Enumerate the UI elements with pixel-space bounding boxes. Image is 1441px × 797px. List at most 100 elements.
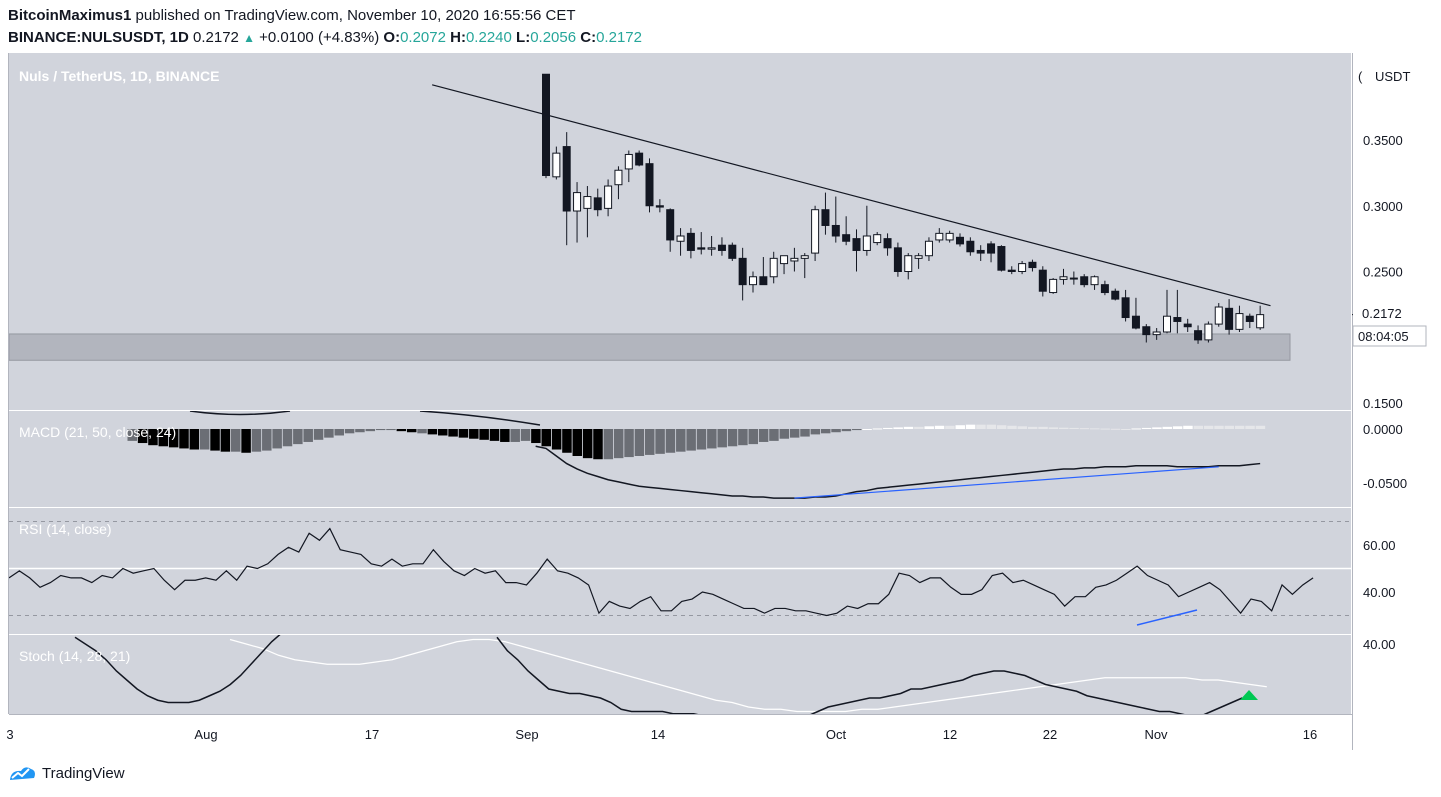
time-tick-label: Aug <box>194 727 217 742</box>
candle <box>655 199 664 213</box>
stoch-pane-bg <box>9 635 1351 714</box>
candle-body <box>655 205 664 208</box>
candle <box>1152 328 1161 340</box>
macd-hist-bar <box>438 429 448 436</box>
macd-hist-bar <box>251 429 262 452</box>
tradingview-logo-icon <box>10 767 35 780</box>
macd-hist-bar <box>334 429 344 436</box>
rsi-line <box>9 527 1314 617</box>
macd-hist-bar <box>603 429 614 460</box>
macd-hist-bar <box>396 429 407 432</box>
publish-line: BitcoinMaximus1 published on TradingView… <box>8 7 576 24</box>
open-value: 0.2072 <box>400 29 446 46</box>
open-label: O: <box>383 29 401 46</box>
macd-hist-bar <box>841 429 852 432</box>
candle-body <box>1028 261 1037 269</box>
candle <box>1090 275 1099 290</box>
macd-pane-title: MACD (21, 50, close, 24) <box>19 424 176 440</box>
main-pane-title: Nuls / TetherUS, 1D, BINANCE <box>19 68 219 84</box>
close-label: C: <box>580 29 597 46</box>
candle-body <box>759 276 768 286</box>
macd-hist-bar <box>903 426 914 429</box>
macd-hist-bar <box>551 429 562 450</box>
macd-hist-bar <box>210 429 220 451</box>
high-label: H: <box>450 29 466 46</box>
candle-body <box>573 192 582 212</box>
macd-hist-bar <box>282 429 293 447</box>
candle-body <box>935 232 944 241</box>
candle-body <box>542 73 550 177</box>
last-price-badge <box>1353 304 1419 322</box>
candle-body <box>914 255 923 259</box>
macd-hist-bar <box>1141 427 1152 429</box>
rsi-tick-label: 60.00 <box>1363 538 1396 553</box>
macd-hist-bar <box>1069 427 1079 429</box>
candle-body <box>780 255 789 265</box>
candle <box>562 132 571 246</box>
candle <box>1049 278 1058 294</box>
macd-hist-bar <box>800 429 810 437</box>
candle-body <box>1235 313 1244 330</box>
candle-body <box>1131 315 1140 329</box>
macd-hist-bar <box>448 429 458 437</box>
candle-body <box>1256 314 1265 329</box>
macd-hist-bar <box>945 425 955 429</box>
candle-body <box>1018 263 1027 273</box>
candle <box>1194 325 1203 344</box>
macd-hist-bar <box>810 429 821 435</box>
tradingview-chart[interactable]: Nuls / TetherUS, 1D, BINANCE USDT (0.3500 0… <box>0 53 1441 750</box>
footer-brand: TradingView <box>8 764 125 782</box>
macd-hist-bar <box>1059 427 1069 429</box>
ohlc-line: BINANCE:NULSUSDT, 1D 0.2172 ▲ +0.0100 (+… <box>8 29 642 46</box>
stoch-k-line <box>496 636 1243 714</box>
candle-body <box>728 244 737 259</box>
candle <box>1163 289 1171 334</box>
candle-body <box>924 240 933 257</box>
candle-body <box>987 243 996 254</box>
macd-hist-bar <box>1090 428 1100 430</box>
candle <box>1235 305 1244 332</box>
candle-body <box>1214 306 1223 325</box>
price-tick-label: 0.3500 <box>1363 133 1403 148</box>
macd-hist-bar <box>469 429 479 439</box>
macd-hist-bar <box>531 429 541 444</box>
candle-body <box>1059 276 1068 280</box>
candle <box>987 241 996 263</box>
candle <box>976 245 985 261</box>
macd-hist-bar <box>148 429 158 446</box>
candle <box>749 271 757 293</box>
candle-body <box>1069 277 1078 280</box>
macd-hist-bar <box>458 429 469 438</box>
macd-hist-bar <box>779 429 790 439</box>
macd-hist-bar <box>883 427 893 429</box>
candle-body <box>831 224 840 237</box>
candle-body <box>707 247 716 250</box>
candle <box>914 253 923 269</box>
candle-body <box>1204 323 1213 341</box>
candle-body <box>1007 269 1016 272</box>
candle <box>1059 268 1068 285</box>
macd-hist-bar <box>1100 428 1110 430</box>
candle-body <box>666 209 675 241</box>
macd-hist-bar <box>355 429 365 433</box>
macd-hist-bar <box>1017 426 1028 429</box>
macd-hist-bar <box>831 429 841 433</box>
macd-bullish-divergence-line <box>794 466 1219 499</box>
candle <box>728 242 737 261</box>
macd-hist-bar <box>137 429 148 444</box>
close-value: 0.2172 <box>596 29 642 46</box>
candle <box>686 228 695 259</box>
macd-hist-bar <box>955 425 965 429</box>
candle-body <box>635 152 644 166</box>
candle-body <box>821 209 830 226</box>
candle-body <box>883 238 892 249</box>
candle-body <box>717 244 726 251</box>
rsi-pane-bg <box>9 508 1351 634</box>
macd-hist-bar <box>303 429 313 442</box>
macd-hist-bar <box>500 429 510 442</box>
candle-body <box>1100 284 1109 294</box>
macd-hist-bar <box>510 429 520 442</box>
macd-hist-bar <box>1048 427 1059 429</box>
candle <box>780 255 789 275</box>
macd-hist-bar <box>665 429 676 453</box>
